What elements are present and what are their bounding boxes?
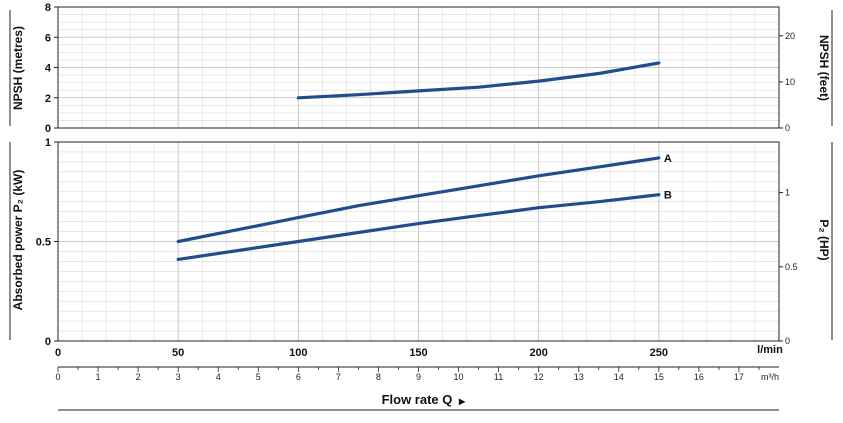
m3h-tick-label: 4	[216, 372, 221, 382]
m3h-tick-label: 11	[494, 372, 503, 382]
npsh-left-tick-label: 6	[45, 32, 51, 44]
power-hp-axis-title: P₂ (HP)	[817, 219, 831, 260]
power-right-tick-label: 0.5	[785, 262, 798, 272]
lmin-tick-label: 200	[529, 347, 547, 359]
npsh-curve	[296, 61, 661, 100]
m3h-tick-label: 1	[96, 372, 101, 382]
m3h-tick-label: 17	[734, 372, 744, 382]
flow-rate-arrow-icon: ▸	[458, 394, 466, 408]
m3h-tick-label: 13	[574, 372, 584, 382]
m3h-tick-label: 10	[454, 372, 464, 382]
m3h-unit-label: m³/h	[761, 372, 779, 382]
power-left-tick-label: 0.5	[36, 237, 51, 249]
m3h-tick-label: 16	[694, 372, 704, 382]
lmin-tick-label: 0	[55, 347, 61, 359]
power-curve-label-a: A	[664, 153, 672, 165]
npsh-left-tick-label: 0	[45, 123, 51, 135]
npsh-left-tick-label: 8	[45, 2, 51, 14]
power-kw-axis-title: Absorbed power P₂ (kW)	[11, 170, 25, 311]
npsh-left-tick-label: 4	[45, 63, 52, 75]
m3h-tick-label: 12	[534, 372, 544, 382]
m3h-tick-label: 5	[256, 372, 261, 382]
npsh-feet-axis-title: NPSH (feet)	[817, 35, 831, 101]
power-right-tick-label: 0	[785, 336, 790, 346]
npsh-right-tick-label: 20	[785, 31, 795, 41]
power-curve-label-b: B	[664, 190, 672, 202]
power-right-tick-label: 1	[785, 188, 790, 198]
power-curve-b	[176, 193, 661, 261]
m3h-tick-label: 8	[376, 372, 381, 382]
m3h-tick-label: 3	[176, 372, 181, 382]
lmin-tick-label: 250	[650, 347, 668, 359]
power-left-tick-label: 0	[45, 336, 51, 348]
npsh-right-tick-label: 0	[785, 123, 790, 133]
npsh-left-tick-label: 2	[45, 93, 51, 105]
power-panel: 0 0.5 1 0 0.5 1 A B	[36, 137, 798, 348]
lmin-tick-label: 50	[172, 347, 184, 359]
m3h-tick-label: 7	[336, 372, 341, 382]
npsh-panel: 0 2 4 6 8 0 10 20	[45, 2, 795, 135]
flow-rate-axis-title: Flow rate Q	[382, 392, 453, 407]
m3h-tick-label: 0	[55, 372, 60, 382]
m3h-tick-label: 2	[136, 372, 141, 382]
m3h-tick-label: 15	[654, 372, 664, 382]
m3h-tick-label: 6	[296, 372, 301, 382]
lmin-tick-label: 150	[409, 347, 427, 359]
npsh-metres-axis-title: NPSH (metres)	[11, 26, 25, 110]
lmin-unit-label: l/min	[757, 344, 783, 356]
npsh-right-tick-label: 10	[785, 77, 795, 87]
power-left-tick-label: 1	[45, 137, 51, 149]
m3h-tick-label: 9	[416, 372, 421, 382]
m3h-tick-label: 14	[614, 372, 624, 382]
lmin-tick-label: 100	[289, 347, 307, 359]
power-curve-a	[176, 156, 661, 244]
